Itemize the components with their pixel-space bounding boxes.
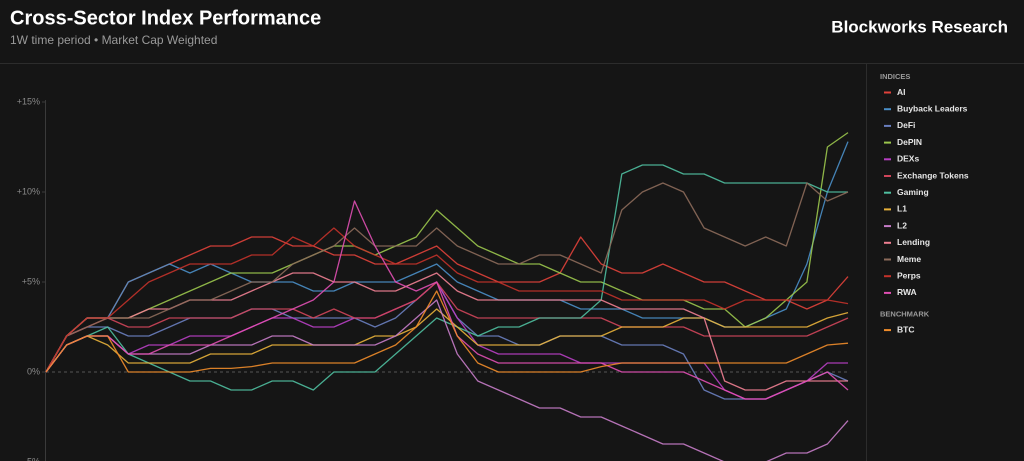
legend-heading: BENCHMARK <box>880 310 930 319</box>
legend-label: L1 <box>897 204 907 214</box>
legend-label: BTC <box>897 324 914 334</box>
series-line <box>45 281 849 373</box>
y-tick-label: +15% <box>17 96 40 106</box>
legend-label: Perps <box>897 270 921 280</box>
y-tick-label: -5% <box>24 456 40 461</box>
brand: Blockworks Research <box>831 17 1008 36</box>
y-tick-label: +10% <box>17 186 40 196</box>
series-line <box>45 299 849 461</box>
series-line <box>45 200 849 400</box>
chart-title: Cross-Sector Index Performance <box>10 7 321 29</box>
legend-label: DePIN <box>897 137 922 147</box>
legend-label: Meme <box>897 254 921 264</box>
series-line <box>45 132 849 373</box>
y-tick-label: 0% <box>27 366 40 376</box>
chart-subtitle: 1W time period • Market Cap Weighted <box>10 33 217 47</box>
legend-label: Buyback Leaders <box>897 103 968 113</box>
series-line <box>45 281 848 400</box>
series-line <box>45 290 849 373</box>
legend-label: Lending <box>897 237 930 247</box>
series-line <box>45 164 848 391</box>
legend-heading: INDICES <box>880 72 910 81</box>
series-line <box>45 227 849 373</box>
legend-label: AI <box>897 87 906 97</box>
legend-label: L2 <box>897 220 907 230</box>
y-tick-label: +5% <box>22 276 40 286</box>
series-line <box>45 236 849 373</box>
legend-label: DeFi <box>897 120 915 130</box>
legend-label: RWA <box>897 287 917 297</box>
series-line <box>45 182 849 373</box>
legend-label: Gaming <box>897 187 929 197</box>
series-line <box>45 308 849 373</box>
legend-label: Exchange Tokens <box>897 170 969 180</box>
legend-label: DEXs <box>897 154 919 164</box>
